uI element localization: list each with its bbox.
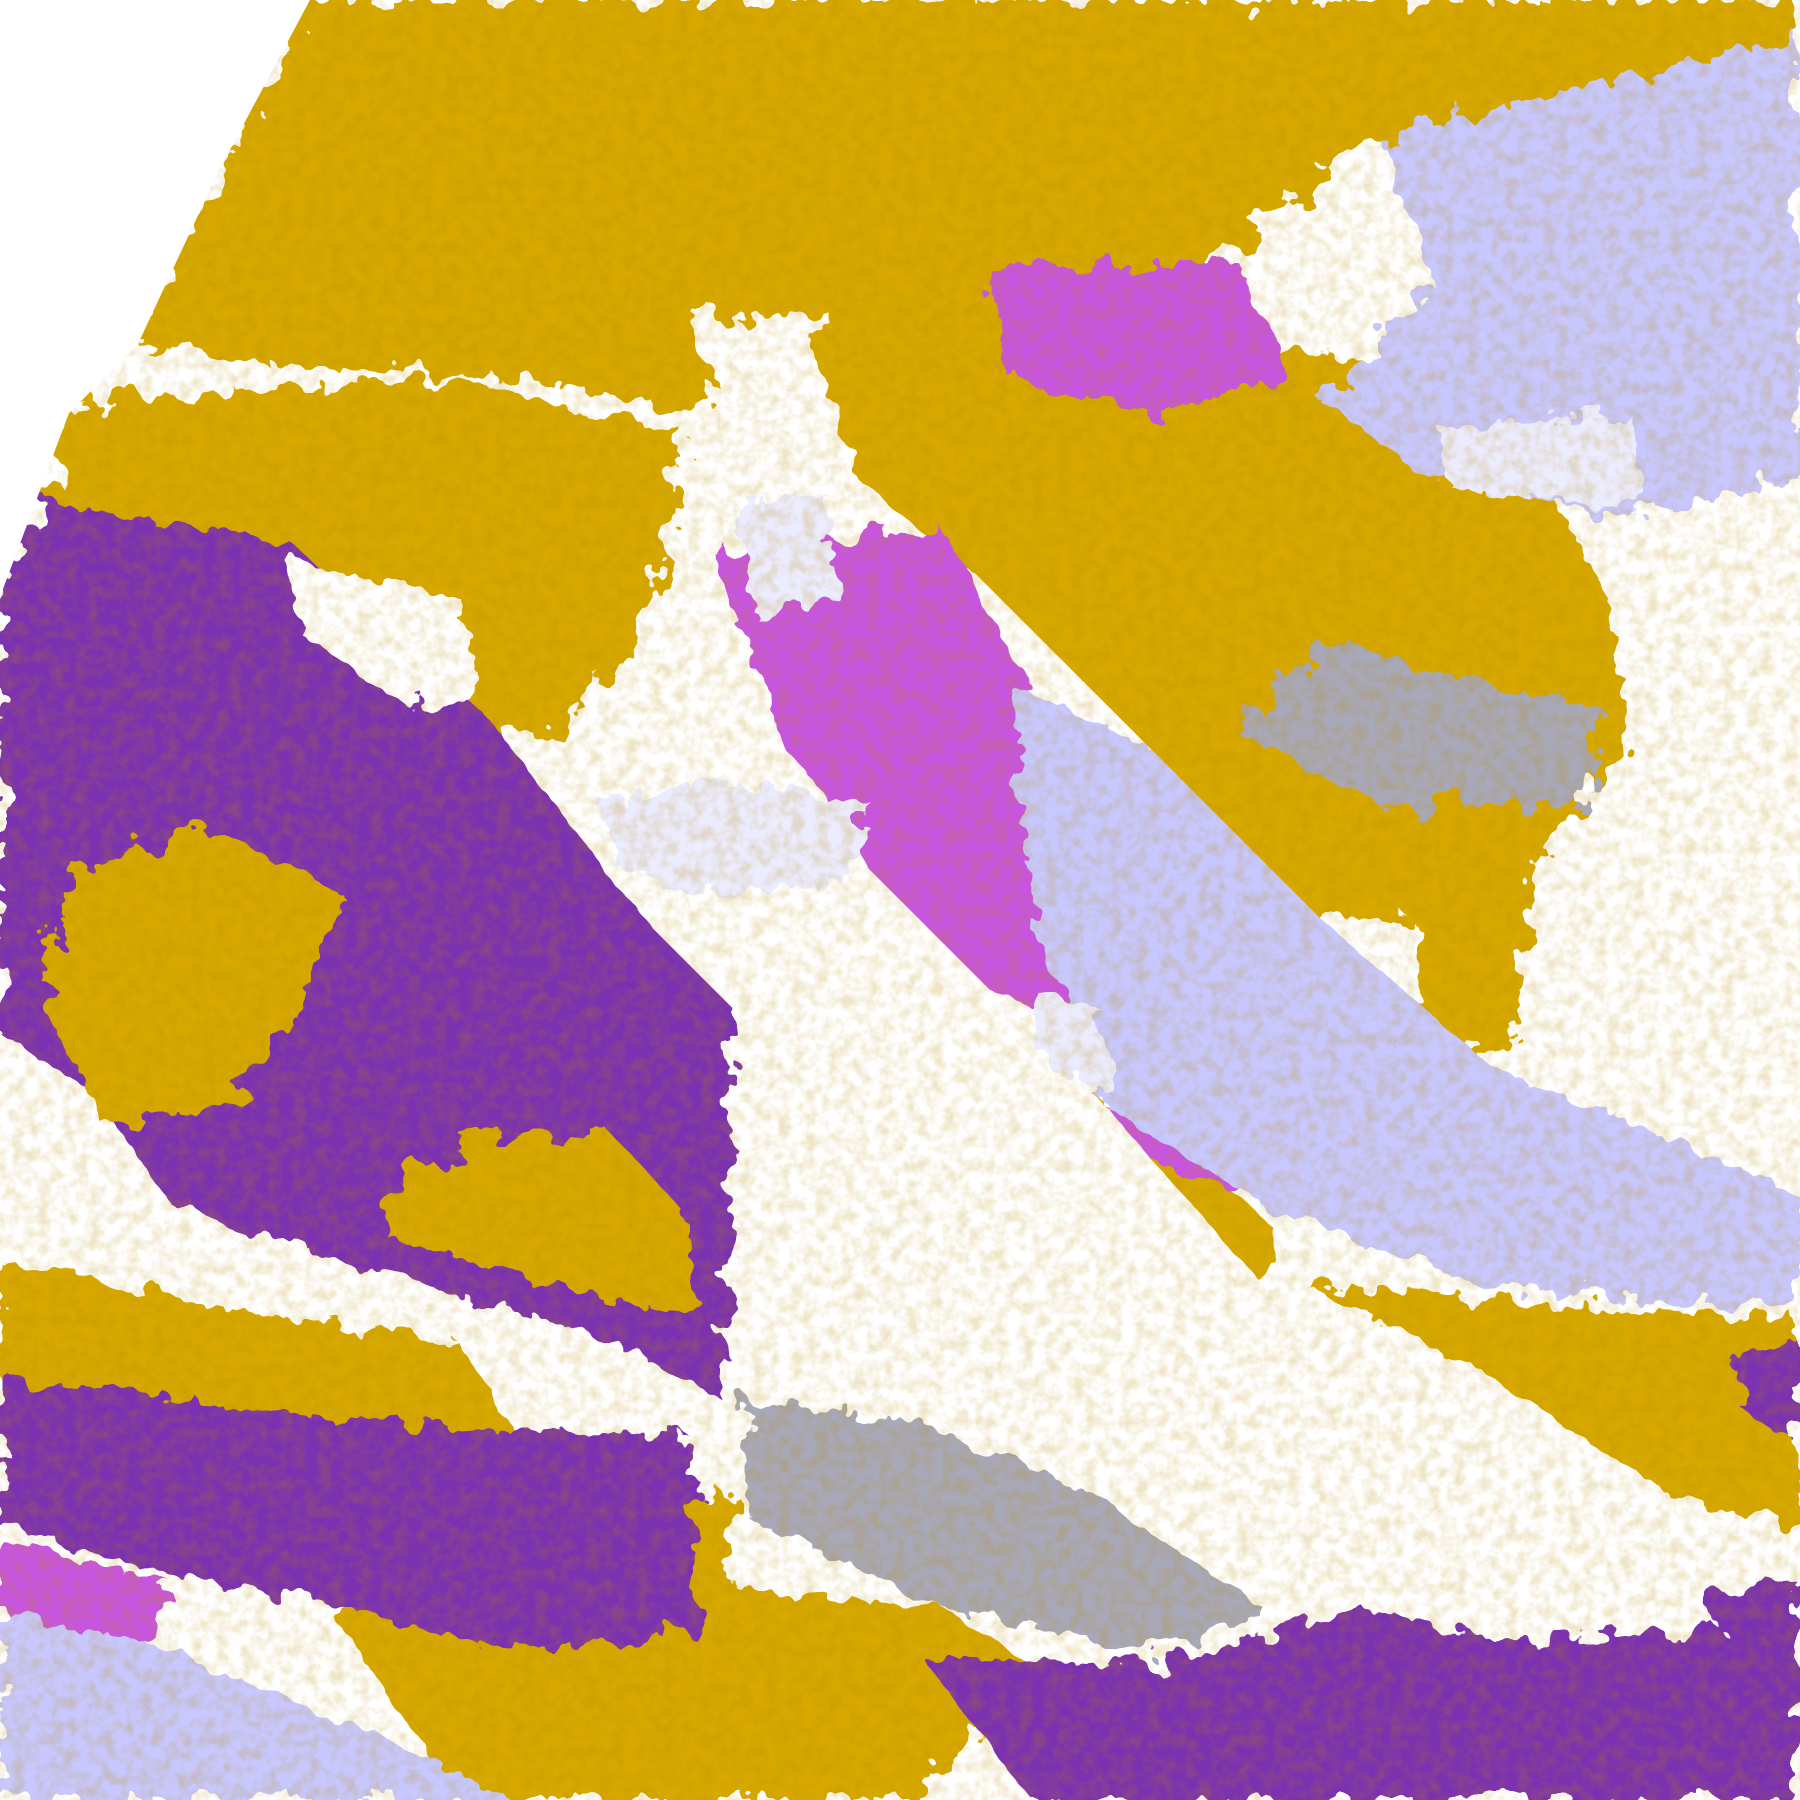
off-disk-area — [0, 0, 310, 597]
